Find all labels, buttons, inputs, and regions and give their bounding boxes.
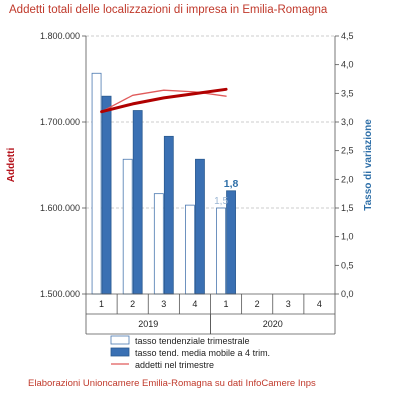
bar [216,207,226,295]
legend-swatch [110,335,130,345]
category-label: 3 [286,299,291,309]
right-tick-label: 4,0 [341,60,354,70]
right-tick-label: 1,0 [341,232,354,242]
legend: tasso tendenziale trimestrale tasso tend.… [110,335,270,370]
category-label: 1 [224,299,229,309]
chart-title: Addetti totali delle localizzazioni di i… [9,4,328,16]
left-tick-label: 1.700.000 [40,117,80,127]
category-label: 2 [255,299,260,309]
legend-swatch [110,347,130,357]
category-label: 2 [130,299,135,309]
bar [153,193,164,295]
category-label: 1 [99,299,104,309]
right-tick-label: 0,0 [341,289,354,299]
group-label: 2019 [138,319,158,329]
legend-label: tasso tendenziale trimestrale [135,336,250,346]
axes [82,35,339,335]
bar [101,95,112,295]
right-axis-title: Tasso di variazione [363,119,374,211]
left-tick-label: 1.600.000 [40,203,80,213]
right-tick-label: 1,5 [341,203,354,213]
bar [122,158,133,295]
bar [185,204,195,295]
left-tick-label: 1.500.000 [40,289,80,299]
left-axis-title: Addetti [6,148,17,183]
legend-label: tasso tend. media mobile a 4 trim. [135,348,270,358]
left-tick-label: 1.800.000 [40,31,80,41]
data-label: 1,8 [224,178,239,190]
bar-marks [91,72,236,295]
right-tick-label: 4,5 [341,31,354,41]
source-note: Elaborazioni Unioncamere Emilia-Romagna … [28,378,316,389]
bar [195,158,205,295]
right-tick-label: 2,5 [341,146,354,156]
axis-labels: 1,5 1,8 1.500.000 1.600.000 1.700.000 1.800.0… [6,31,374,329]
category-label: 4 [317,299,322,309]
right-tick-label: 0,5 [341,260,354,270]
data-label: 1,5 [214,196,228,207]
bar [132,110,143,295]
group-label: 2020 [263,319,283,329]
legend-label: addetti nel trimestre [135,360,214,370]
right-tick-label: 3,5 [341,88,354,98]
category-label: 4 [192,299,197,309]
bar [163,135,174,295]
line-marks [100,87,228,114]
right-tick-label: 3,0 [341,117,354,127]
right-tick-label: 2,0 [341,174,354,184]
series-line [100,87,228,114]
bar [91,72,102,295]
category-label: 3 [161,299,166,309]
